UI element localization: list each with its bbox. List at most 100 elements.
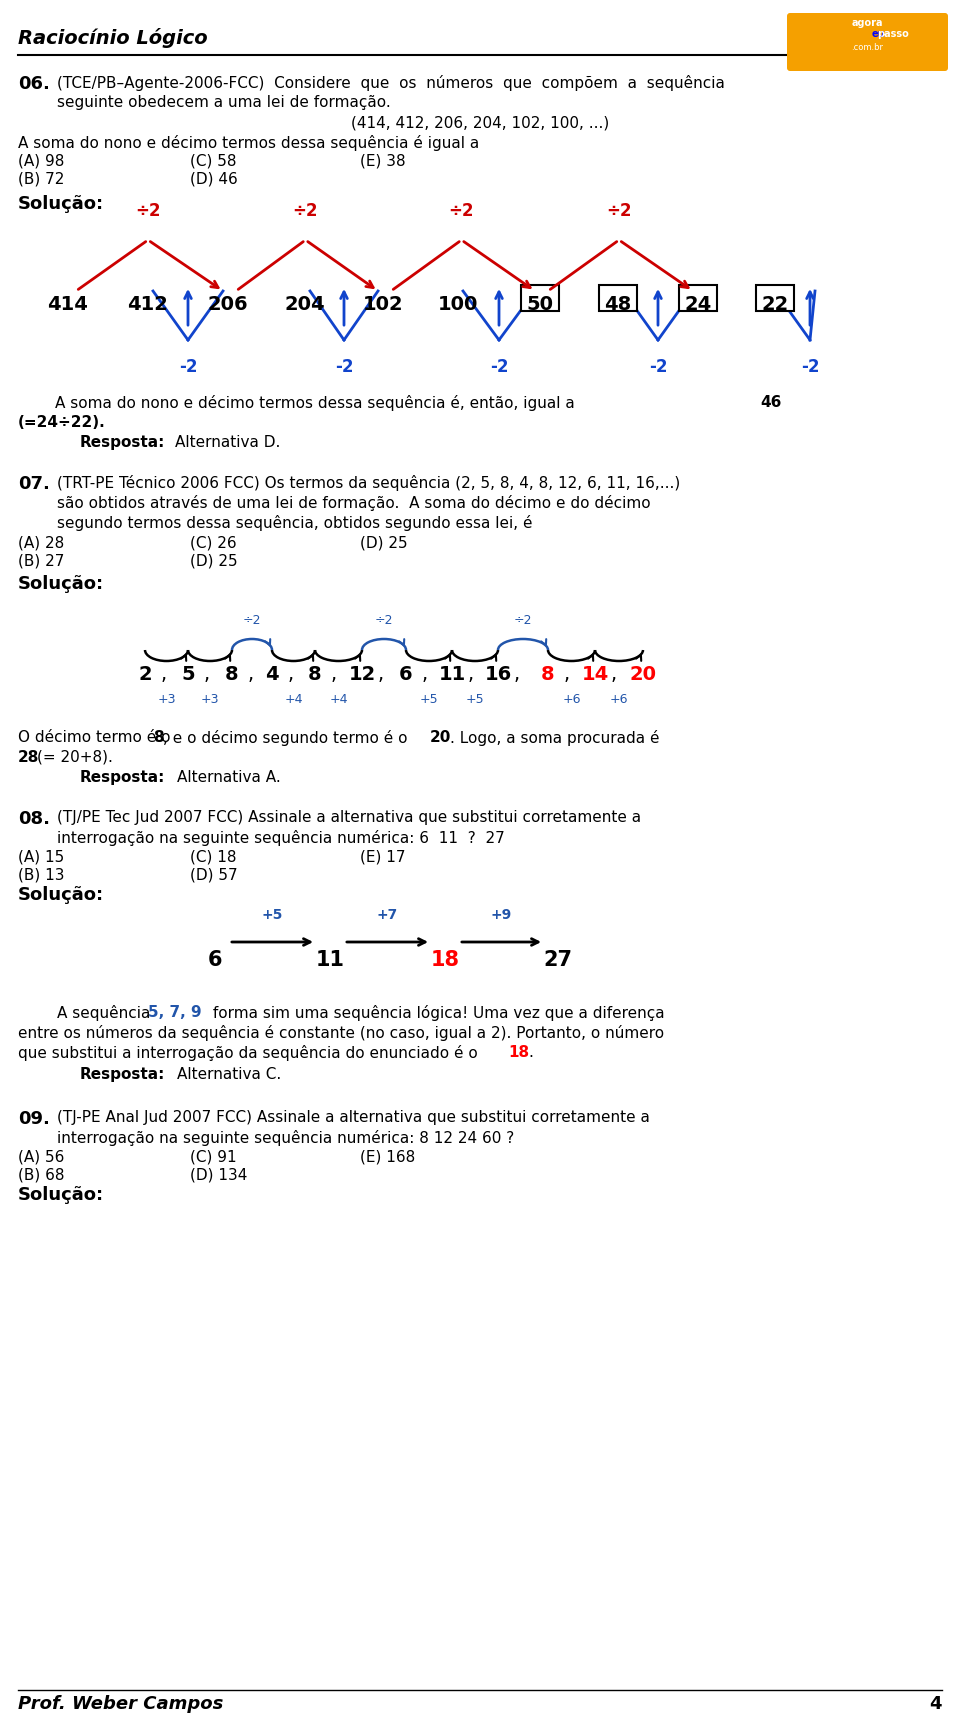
Text: Alternativa D.: Alternativa D.	[175, 434, 280, 450]
Text: 412: 412	[128, 295, 168, 314]
Text: 100: 100	[438, 295, 478, 314]
Text: 6: 6	[399, 666, 413, 685]
Text: 28: 28	[18, 750, 39, 765]
Text: interrogação na seguinte sequência numérica: 8 12 24 60 ?: interrogação na seguinte sequência numér…	[57, 1131, 515, 1146]
Text: Prof. Weber Campos: Prof. Weber Campos	[18, 1695, 224, 1713]
Text: que substitui a interrogação da sequência do enunciado é o: que substitui a interrogação da sequênci…	[18, 1045, 483, 1060]
Text: 102: 102	[363, 295, 403, 314]
Text: , e o décimo segundo termo é o: , e o décimo segundo termo é o	[163, 729, 413, 746]
Text: Alternativa C.: Alternativa C.	[177, 1067, 281, 1083]
Text: +5: +5	[262, 908, 283, 921]
Text: 07.: 07.	[18, 475, 50, 492]
Text: -2: -2	[335, 359, 353, 376]
Text: Solução:: Solução:	[18, 196, 104, 213]
Text: ÷2: ÷2	[135, 202, 160, 220]
Text: (C) 26: (C) 26	[190, 535, 236, 551]
Text: 18: 18	[508, 1045, 529, 1060]
Text: A soma do nono e décimo termos dessa sequência é, então, igual a: A soma do nono e décimo termos dessa seq…	[55, 395, 580, 412]
Text: (A) 28: (A) 28	[18, 535, 64, 551]
Text: 2: 2	[138, 666, 152, 685]
Text: 22: 22	[761, 295, 788, 314]
Text: 18: 18	[430, 951, 460, 970]
Text: 6: 6	[207, 951, 223, 970]
Text: agora: agora	[852, 17, 883, 27]
Text: +4: +4	[329, 693, 348, 705]
Text: ÷2: ÷2	[607, 202, 632, 220]
Text: ,: ,	[288, 666, 294, 685]
Text: 8: 8	[541, 666, 555, 685]
Text: (A) 56: (A) 56	[18, 1150, 64, 1165]
Text: 5: 5	[181, 666, 195, 685]
Text: (TJ-PE Anal Jud 2007 FCC) Assinale a alternativa que substitui corretamente a: (TJ-PE Anal Jud 2007 FCC) Assinale a alt…	[57, 1110, 650, 1126]
Text: 46: 46	[760, 395, 781, 410]
Text: 11: 11	[316, 951, 345, 970]
Text: 8: 8	[308, 666, 322, 685]
Text: (E) 17: (E) 17	[360, 849, 405, 865]
Text: +3: +3	[157, 693, 176, 705]
Text: ÷2: ÷2	[374, 614, 394, 626]
Text: (A) 15: (A) 15	[18, 849, 64, 865]
Text: +3: +3	[201, 693, 219, 705]
Text: +4: +4	[284, 693, 302, 705]
Text: (D) 25: (D) 25	[360, 535, 408, 551]
Bar	[599, 285, 637, 311]
Text: ,: ,	[204, 666, 210, 685]
Text: (E) 168: (E) 168	[360, 1150, 416, 1165]
Text: 16: 16	[485, 666, 512, 685]
Text: 204: 204	[285, 295, 325, 314]
Text: (D) 57: (D) 57	[190, 868, 238, 884]
Text: segundo termos dessa sequência, obtidos segundo essa lei, é: segundo termos dessa sequência, obtidos …	[57, 515, 533, 530]
Text: (= 20+8).: (= 20+8).	[37, 750, 113, 765]
Text: ÷2: ÷2	[243, 614, 261, 626]
Text: Raciocínio Lógico: Raciocínio Lógico	[18, 27, 207, 48]
Text: 4: 4	[265, 666, 278, 685]
Text: ,: ,	[468, 666, 474, 685]
Text: ,: ,	[422, 666, 428, 685]
Text: A sequência: A sequência	[57, 1006, 156, 1021]
Text: ,: ,	[564, 666, 570, 685]
Text: (D) 46: (D) 46	[190, 172, 238, 185]
Text: 08.: 08.	[18, 810, 50, 829]
Bar	[756, 285, 794, 311]
Text: ,: ,	[248, 666, 254, 685]
Text: Resposta:: Resposta:	[80, 770, 165, 784]
Text: ,: ,	[611, 666, 617, 685]
Bar	[679, 285, 717, 311]
Text: 09.: 09.	[18, 1110, 50, 1127]
Text: (E) 38: (E) 38	[360, 153, 406, 168]
Text: seguinte obedecem a uma lei de formação.: seguinte obedecem a uma lei de formação.	[57, 94, 391, 110]
Text: -2: -2	[649, 359, 667, 376]
Text: 48: 48	[605, 295, 632, 314]
Text: ,: ,	[378, 666, 384, 685]
Text: A soma do nono e décimo termos dessa sequência é igual a: A soma do nono e décimo termos dessa seq…	[18, 136, 479, 151]
Text: 4: 4	[929, 1695, 942, 1713]
Text: entre os números da sequência é constante (no caso, igual a 2). Portanto, o núme: entre os números da sequência é constant…	[18, 1024, 664, 1042]
Text: (B) 72: (B) 72	[18, 172, 64, 185]
Text: +6: +6	[610, 693, 628, 705]
Text: (B) 68: (B) 68	[18, 1169, 64, 1182]
Text: 11: 11	[439, 666, 466, 685]
Text: (=24÷22).: (=24÷22).	[18, 415, 106, 431]
Text: ÷2: ÷2	[293, 202, 319, 220]
Text: 14: 14	[582, 666, 609, 685]
Text: ,: ,	[331, 666, 337, 685]
Text: -2: -2	[179, 359, 197, 376]
Text: 414: 414	[48, 295, 88, 314]
Text: +9: +9	[491, 908, 512, 921]
Text: 50: 50	[526, 295, 554, 314]
Text: +6: +6	[563, 693, 581, 705]
Text: (B) 13: (B) 13	[18, 868, 64, 884]
Text: (D) 134: (D) 134	[190, 1169, 248, 1182]
Text: .: .	[528, 1045, 533, 1060]
Text: 12: 12	[348, 666, 375, 685]
Text: ,: ,	[514, 666, 520, 685]
Text: +5: +5	[466, 693, 484, 705]
Text: +7: +7	[377, 908, 398, 921]
Text: ÷2: ÷2	[448, 202, 474, 220]
Text: 8: 8	[153, 729, 163, 745]
Text: (C) 18: (C) 18	[190, 849, 236, 865]
Text: ÷2: ÷2	[514, 614, 532, 626]
Text: 27: 27	[543, 951, 572, 970]
Text: (D) 25: (D) 25	[190, 553, 238, 568]
Text: Solução:: Solução:	[18, 575, 104, 594]
